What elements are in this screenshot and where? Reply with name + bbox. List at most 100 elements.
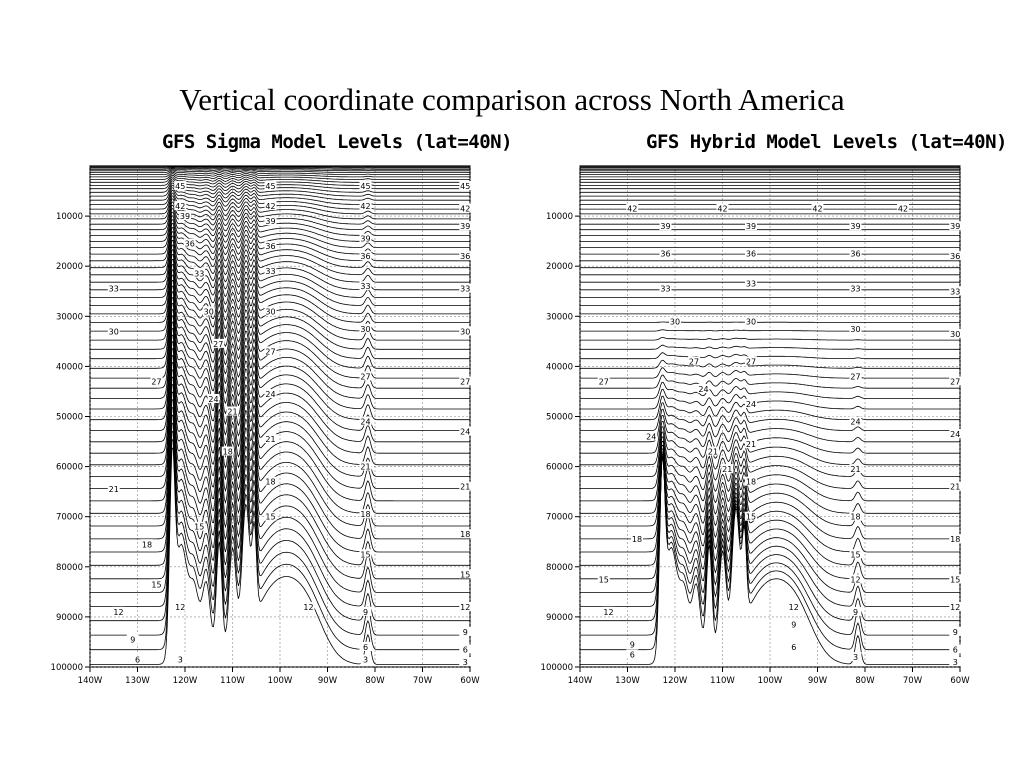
level-label-bg [688, 356, 700, 366]
level-label: 39 [950, 222, 960, 231]
level-label: 21 [708, 448, 718, 457]
level-label: 18 [632, 535, 642, 544]
level-label: 36 [746, 250, 756, 259]
level-label: 18 [223, 448, 233, 457]
model-level-line [90, 258, 470, 332]
level-label: 6 [463, 645, 468, 654]
level-label: 42 [717, 205, 727, 214]
level-label: 9 [130, 635, 135, 644]
level-label-bg [459, 181, 472, 191]
x-tick-label: 60W [460, 676, 480, 686]
y-tick-label: 40000 [56, 362, 83, 372]
level-label-bg [745, 476, 757, 486]
level-label: 9 [953, 628, 958, 637]
level-label-bg [459, 529, 472, 539]
level-label: 27 [746, 357, 756, 366]
level-label-bg [141, 539, 153, 549]
model-level-line [90, 204, 470, 236]
level-label-bg [359, 509, 372, 519]
level-label-bg [202, 306, 215, 316]
level-label: 39 [660, 222, 670, 231]
level-label-bg [459, 251, 472, 261]
level-label: 27 [460, 377, 470, 386]
level-label: 33 [850, 285, 860, 294]
level-label: 15 [950, 575, 960, 584]
model-level-line [90, 414, 470, 607]
x-tick-label: 80W [855, 676, 875, 686]
level-label-bg [459, 221, 472, 231]
model-level-line [90, 314, 470, 431]
level-label-bg [459, 656, 472, 666]
y-tick-label: 80000 [56, 563, 83, 573]
level-label: 30 [109, 327, 119, 336]
slide-title: Vertical coordinate comparison across No… [179, 82, 845, 117]
level-label: 21 [746, 440, 756, 449]
level-label: 15 [360, 550, 370, 559]
model-level-line [90, 422, 470, 622]
level-label-bg [949, 481, 962, 491]
model-level-line [90, 446, 470, 665]
level-label-bg [359, 201, 372, 211]
level-label: 24 [265, 390, 275, 399]
level-label-bg [107, 326, 120, 336]
level-label-bg [183, 238, 196, 248]
level-label-bg [787, 601, 800, 611]
model-level-line [90, 180, 470, 193]
model-level-line [90, 390, 470, 566]
model-level-line [90, 249, 470, 315]
level-label-bg [264, 216, 277, 226]
level-label: 21 [360, 463, 370, 472]
y-tick-label: 30000 [56, 312, 83, 322]
model-level-line [580, 395, 960, 421]
y-tick-label: 50000 [546, 413, 573, 423]
level-label: 9 [791, 620, 796, 629]
level-label: 33 [360, 282, 370, 291]
model-level-line [90, 430, 470, 636]
level-label-bg [849, 574, 862, 584]
level-label: 12 [113, 608, 123, 617]
level-label: 36 [185, 240, 195, 249]
x-tick-label: 140W [78, 676, 103, 686]
level-label-bg [631, 534, 643, 544]
level-label: 33 [109, 285, 119, 294]
level-label-bg [849, 511, 862, 521]
level-label-bg [669, 316, 681, 326]
level-label: 6 [791, 643, 796, 652]
level-label: 45 [175, 182, 185, 191]
level-label-bg [264, 201, 277, 211]
model-level-line [580, 431, 960, 489]
model-level-line [580, 420, 960, 466]
model-level-line [90, 174, 470, 183]
level-label-bg [359, 416, 372, 426]
level-label-bg [179, 211, 191, 221]
model-level-line [580, 426, 960, 477]
level-label-bg [659, 248, 672, 258]
level-label-bg [174, 201, 187, 211]
sigma-levels-chart: 10000 20000 30000 40000 50000 60000 70000 80000… [51, 165, 480, 686]
level-label: 36 [265, 242, 275, 251]
x-tick-label: 80W [365, 676, 385, 686]
level-label: 33 [660, 285, 670, 294]
model-level-line [580, 436, 960, 502]
y-tick-label: 30000 [546, 312, 573, 322]
level-label-bg [849, 416, 862, 426]
model-level-line [90, 290, 470, 389]
level-label: 39 [746, 222, 756, 231]
level-label-bg [707, 446, 719, 456]
level-label: 12 [950, 603, 960, 612]
model-level-line [580, 457, 960, 607]
level-label: 21 [460, 483, 470, 492]
level-label: 33 [950, 287, 960, 296]
level-label: 24 [950, 430, 960, 439]
level-label-bg [949, 601, 962, 611]
level-label-bg [126, 634, 139, 644]
level-label: 6 [135, 655, 140, 664]
level-label: 24 [746, 400, 756, 409]
level-label: 15 [460, 570, 470, 579]
y-tick-label: 40000 [546, 362, 573, 372]
level-label-bg [849, 606, 862, 616]
y-tick-label: 80000 [546, 563, 573, 573]
sigma-chart-title: GFS Sigma Model Levels (lat=40N) [162, 131, 513, 153]
level-label: 24 [460, 428, 470, 437]
level-label: 9 [853, 608, 858, 617]
